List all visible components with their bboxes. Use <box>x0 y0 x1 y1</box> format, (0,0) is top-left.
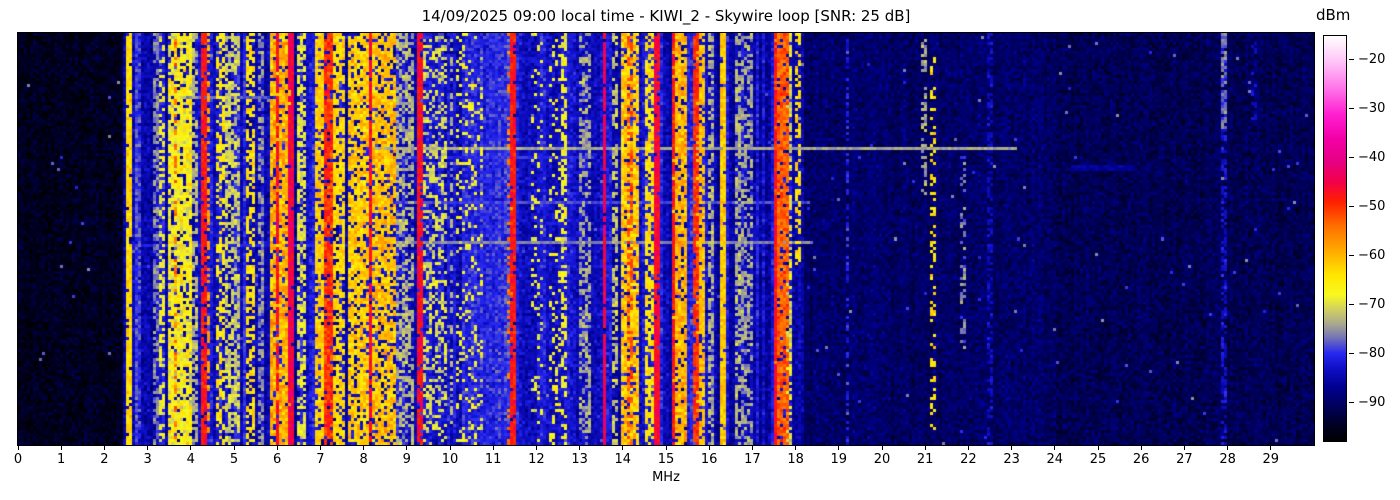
x-tick-mark <box>233 446 235 450</box>
colorbar-tick-mark <box>1349 59 1354 61</box>
x-tick-mark <box>276 446 278 450</box>
x-tick-label: 12 <box>528 452 545 467</box>
x-tick-label: 28 <box>1219 452 1236 467</box>
x-tick-label: 2 <box>100 452 109 467</box>
colorbar-tick-label: −60 <box>1358 247 1386 263</box>
x-tick-mark <box>535 446 537 450</box>
x-tick-label: 6 <box>273 452 282 467</box>
colorbar-tick-label: −20 <box>1358 51 1386 67</box>
colorbar-tick-label: −80 <box>1358 345 1386 361</box>
x-tick-mark <box>406 446 408 450</box>
x-tick-label: 23 <box>1003 452 1020 467</box>
x-tick-label: 7 <box>316 452 325 467</box>
x-tick-label: 11 <box>484 452 502 467</box>
x-tick-mark <box>363 446 365 450</box>
x-tick-mark <box>708 446 710 450</box>
x-tick-mark <box>881 446 883 450</box>
x-tick-mark <box>924 446 926 450</box>
x-tick-mark <box>190 446 192 450</box>
colorbar-tick-label: −70 <box>1358 296 1386 312</box>
x-tick-label: 19 <box>830 452 848 467</box>
x-tick-mark <box>1140 446 1142 450</box>
colorbar-tick-mark <box>1349 402 1354 404</box>
colorbar-title: dBm <box>1316 6 1351 24</box>
chart-title: 14/09/2025 09:00 local time - KIWI_2 - S… <box>421 7 911 25</box>
x-tick-mark <box>795 446 797 450</box>
x-tick-mark <box>751 446 753 450</box>
colorbar-tick-mark <box>1349 157 1354 159</box>
x-tick-label: 3 <box>143 452 152 467</box>
colorbar-tick-mark <box>1349 255 1354 257</box>
colorbar-tick-mark <box>1349 304 1354 306</box>
x-tick-mark <box>1011 446 1013 450</box>
x-tick-mark <box>967 446 969 450</box>
spectrogram-canvas <box>17 32 1315 446</box>
x-tick-label: 0 <box>13 452 23 467</box>
x-tick-mark <box>147 446 149 450</box>
x-tick-mark <box>1270 446 1272 450</box>
x-tick-label: 29 <box>1262 452 1280 467</box>
x-tick-mark <box>492 446 494 450</box>
x-axis-label: MHz <box>652 470 680 485</box>
x-tick-mark <box>622 446 624 450</box>
x-tick-label: 17 <box>744 452 761 467</box>
x-tick-label: 8 <box>359 452 368 467</box>
x-tick-label: 21 <box>916 452 934 467</box>
x-tick-mark <box>1183 446 1185 450</box>
x-tick-label: 24 <box>1046 452 1064 467</box>
x-tick-label: 25 <box>1089 452 1107 467</box>
x-tick-label: 16 <box>700 452 718 467</box>
x-tick-label: 27 <box>1176 452 1193 467</box>
x-tick-label: 22 <box>960 452 977 467</box>
x-tick-mark <box>1054 446 1056 450</box>
x-tick-label: 13 <box>571 452 588 467</box>
x-tick-mark <box>319 446 321 450</box>
colorbar-tick-label: −50 <box>1358 198 1386 214</box>
x-tick-mark <box>579 446 581 450</box>
x-tick-label: 5 <box>229 452 239 467</box>
x-tick-label: 9 <box>402 452 411 467</box>
x-tick-mark <box>449 446 451 450</box>
x-tick-label: 4 <box>186 452 195 467</box>
x-tick-label: 14 <box>614 452 632 467</box>
colorbar-tick-label: −40 <box>1358 149 1386 165</box>
x-tick-label: 10 <box>441 452 459 467</box>
colorbar-tick-label: −30 <box>1358 100 1386 116</box>
x-tick-label: 20 <box>873 452 891 467</box>
colorbar-tick-mark <box>1349 108 1354 110</box>
x-tick-label: 1 <box>57 452 66 467</box>
x-tick-label: 26 <box>1132 452 1150 467</box>
x-tick-mark <box>1227 446 1229 450</box>
x-tick-mark <box>665 446 667 450</box>
x-tick-label: 18 <box>787 452 804 467</box>
colorbar-tick-mark <box>1349 353 1354 355</box>
colorbar-tick-label: −90 <box>1358 394 1386 410</box>
x-tick-mark <box>838 446 840 450</box>
colorbar-tick-mark <box>1349 206 1354 208</box>
x-tick-mark <box>17 446 19 450</box>
x-tick-mark <box>103 446 105 450</box>
x-tick-label: 15 <box>657 452 675 467</box>
colorbar-gradient <box>1323 35 1347 442</box>
x-tick-mark <box>60 446 62 450</box>
x-tick-mark <box>1097 446 1099 450</box>
